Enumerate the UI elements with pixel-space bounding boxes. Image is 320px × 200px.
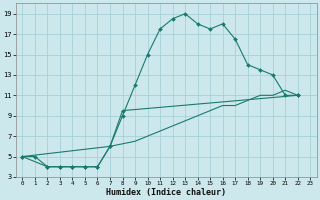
- X-axis label: Humidex (Indice chaleur): Humidex (Indice chaleur): [106, 188, 226, 197]
